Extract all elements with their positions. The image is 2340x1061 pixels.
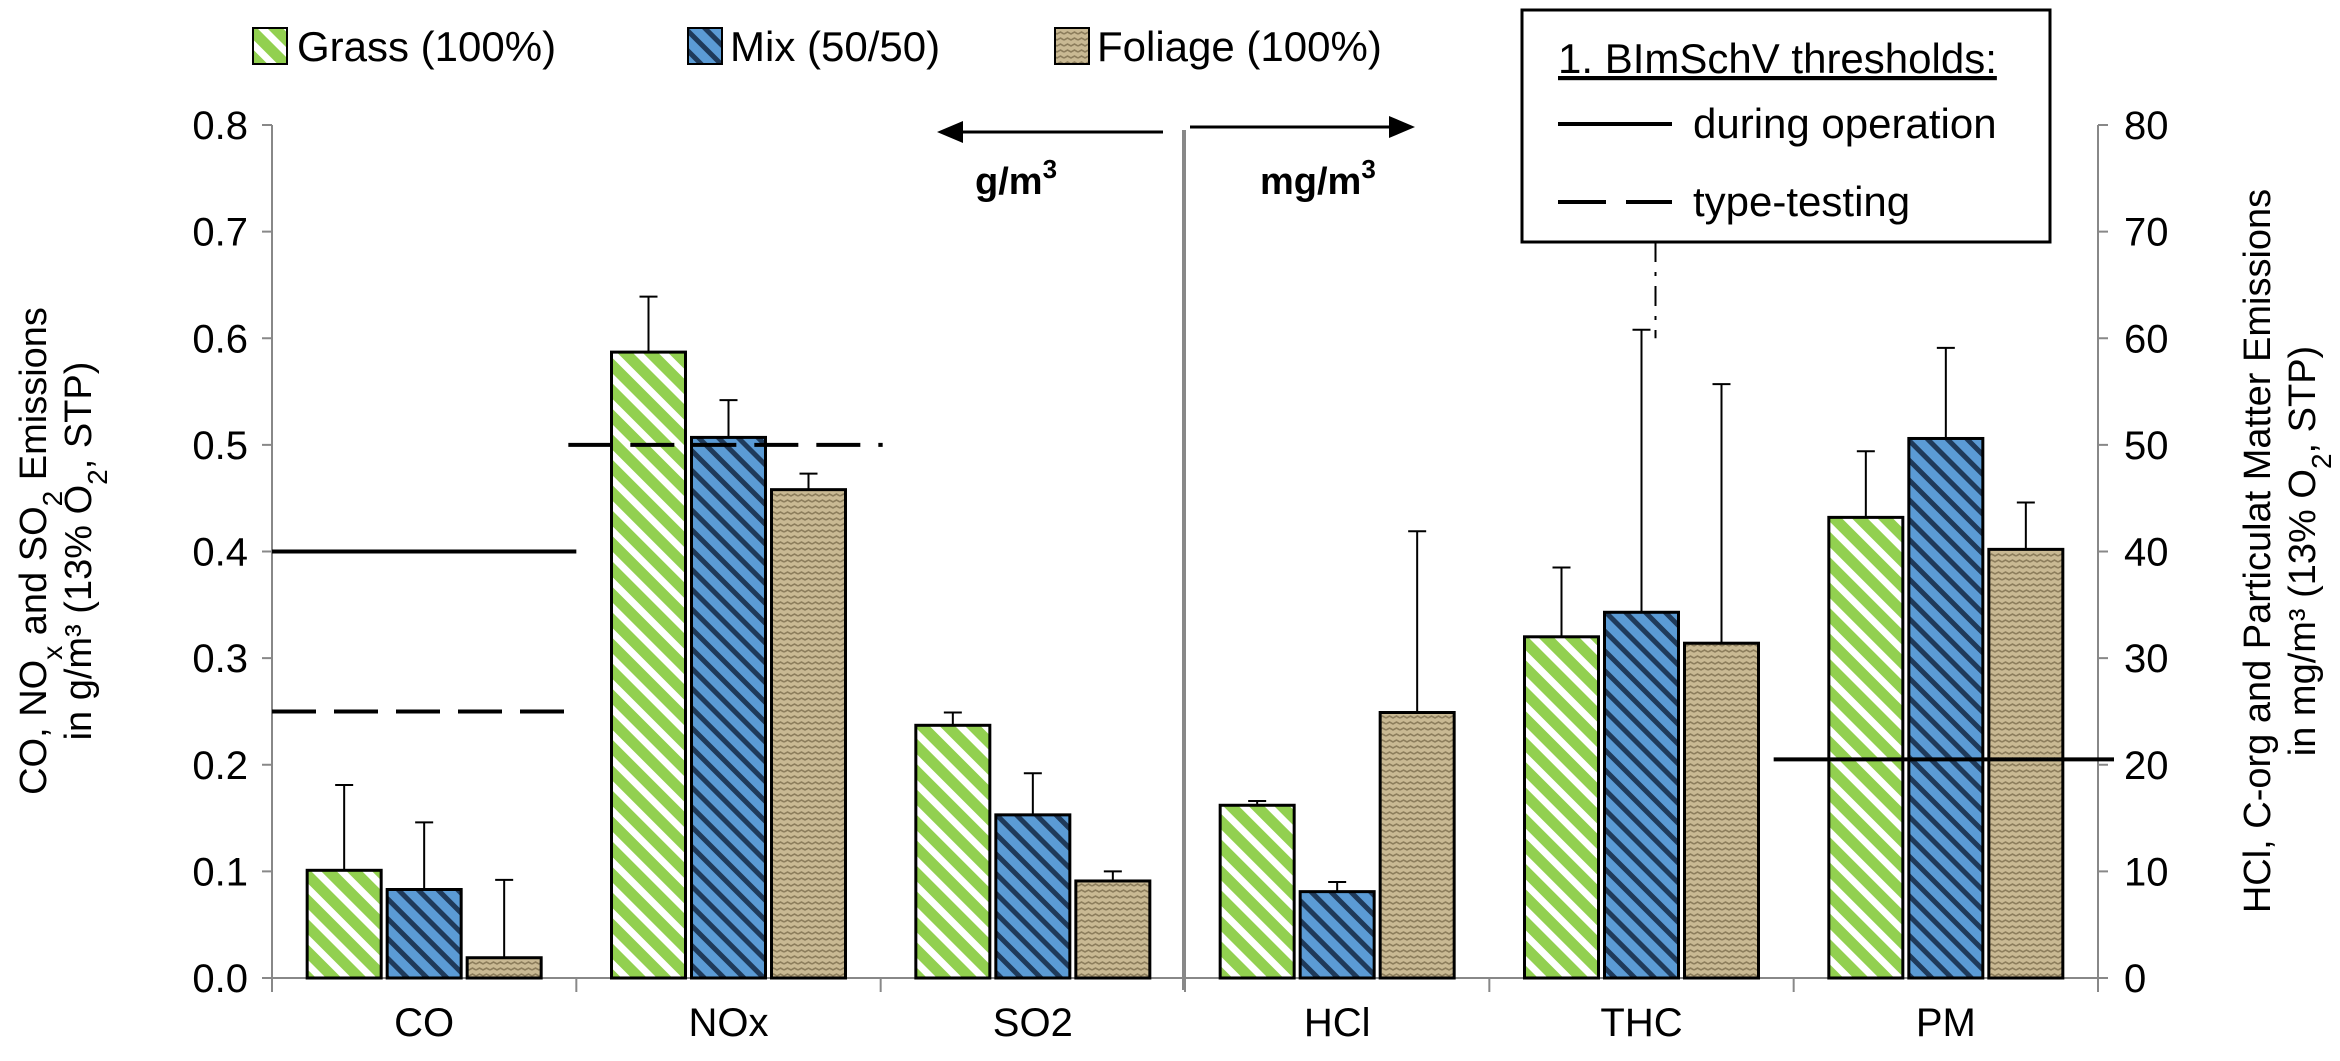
category-label-hcl: HCl — [1304, 1001, 1371, 1045]
left-tick-label: 0.5 — [192, 424, 248, 468]
bar-pm-2 — [1987, 547, 2065, 980]
category-label-co: CO — [394, 1001, 454, 1045]
error-bars-group — [335, 295, 2035, 958]
left-tick-label: 0.4 — [192, 531, 248, 575]
x-axis: CO NOx SO2 HCl THC PM — [271, 977, 2099, 1045]
right-axis: 0 10 20 30 40 50 60 70 80 — [2097, 104, 2169, 1001]
legend-swatch-foliage — [1054, 27, 1090, 65]
right-tick-label: 0 — [2124, 957, 2146, 1001]
bars-group — [305, 350, 2065, 980]
bar-so2-0 — [914, 723, 992, 980]
threshold-lines-group — [272, 242, 2114, 762]
bar-pm-0 — [1827, 515, 1905, 980]
threshold-legend: 1. BImSchV thresholds: during operation … — [1520, 8, 2052, 244]
bar-so2-1 — [994, 813, 1072, 980]
bar-co-0 — [305, 868, 383, 980]
left-tick-label: 0.8 — [192, 104, 248, 148]
left-tick-label: 0.1 — [192, 850, 248, 894]
unit-left-indicator: g/m3 — [937, 121, 1163, 203]
unit-left-label: g/m3 — [975, 154, 1057, 203]
bar-nox-1 — [690, 435, 767, 980]
right-tick-label: 60 — [2124, 317, 2169, 361]
left-tick-label: 0.3 — [192, 637, 248, 681]
bar-hcl-2 — [1378, 711, 1456, 980]
bar-pm-1 — [1907, 436, 1985, 980]
left-tick-label: 0.2 — [192, 744, 248, 788]
bar-thc-2 — [1683, 641, 1760, 980]
bar-thc-0 — [1523, 635, 1600, 980]
category-label-nox: NOx — [689, 1001, 769, 1045]
bar-thc-1 — [1603, 610, 1680, 980]
unit-right-label: mg/m3 — [1260, 154, 1376, 203]
bar-hcl-0 — [1218, 803, 1296, 980]
left-axis: 0.0 0.1 0.2 0.3 0.4 0.5 0.6 0.7 0.8 — [192, 104, 273, 1001]
bar-co-2 — [465, 956, 543, 980]
legend-swatch-grass — [252, 27, 288, 65]
right-tick-label: 70 — [2124, 211, 2169, 255]
category-label-so2: SO2 — [993, 1001, 1073, 1045]
bar-so2-2 — [1074, 879, 1152, 980]
bar-nox-2 — [770, 488, 847, 980]
threshold-legend-title: 1. BImSchV thresholds: — [1558, 35, 1997, 82]
threshold-legend-typetest: type-testing — [1693, 178, 1910, 225]
series-legend: Grass (100%) Mix (50/50) Foliage (100%) — [252, 23, 1382, 70]
category-label-thc: THC — [1600, 1001, 1682, 1045]
bar-nox-0 — [610, 350, 687, 980]
threshold-legend-operation: during operation — [1693, 100, 1997, 147]
legend-label-grass: Grass (100%) — [297, 23, 556, 70]
left-tick-label: 0.6 — [192, 317, 248, 361]
right-axis-title: HCl, C-org and Particulat Matter Emissio… — [2237, 189, 2337, 913]
left-axis-title: CO, NOx and SO2 Emissionsin g/m³ (13% O2… — [13, 307, 113, 795]
right-tick-label: 10 — [2124, 850, 2169, 894]
bar-hcl-1 — [1298, 890, 1376, 980]
right-tick-label: 80 — [2124, 104, 2169, 148]
category-label-pm: PM — [1916, 1001, 1976, 1045]
right-tick-label: 20 — [2124, 744, 2169, 788]
left-tick-label: 0.0 — [192, 957, 248, 1001]
right-tick-label: 40 — [2124, 531, 2169, 575]
right-tick-label: 30 — [2124, 637, 2169, 681]
legend-swatch-mix — [687, 27, 723, 65]
legend-label-foliage: Foliage (100%) — [1097, 23, 1382, 70]
right-tick-label: 50 — [2124, 424, 2169, 468]
unit-right-indicator: mg/m3 — [1190, 116, 1415, 203]
left-tick-label: 0.7 — [192, 211, 248, 255]
bar-co-1 — [385, 888, 463, 980]
legend-label-mix: Mix (50/50) — [730, 23, 940, 70]
